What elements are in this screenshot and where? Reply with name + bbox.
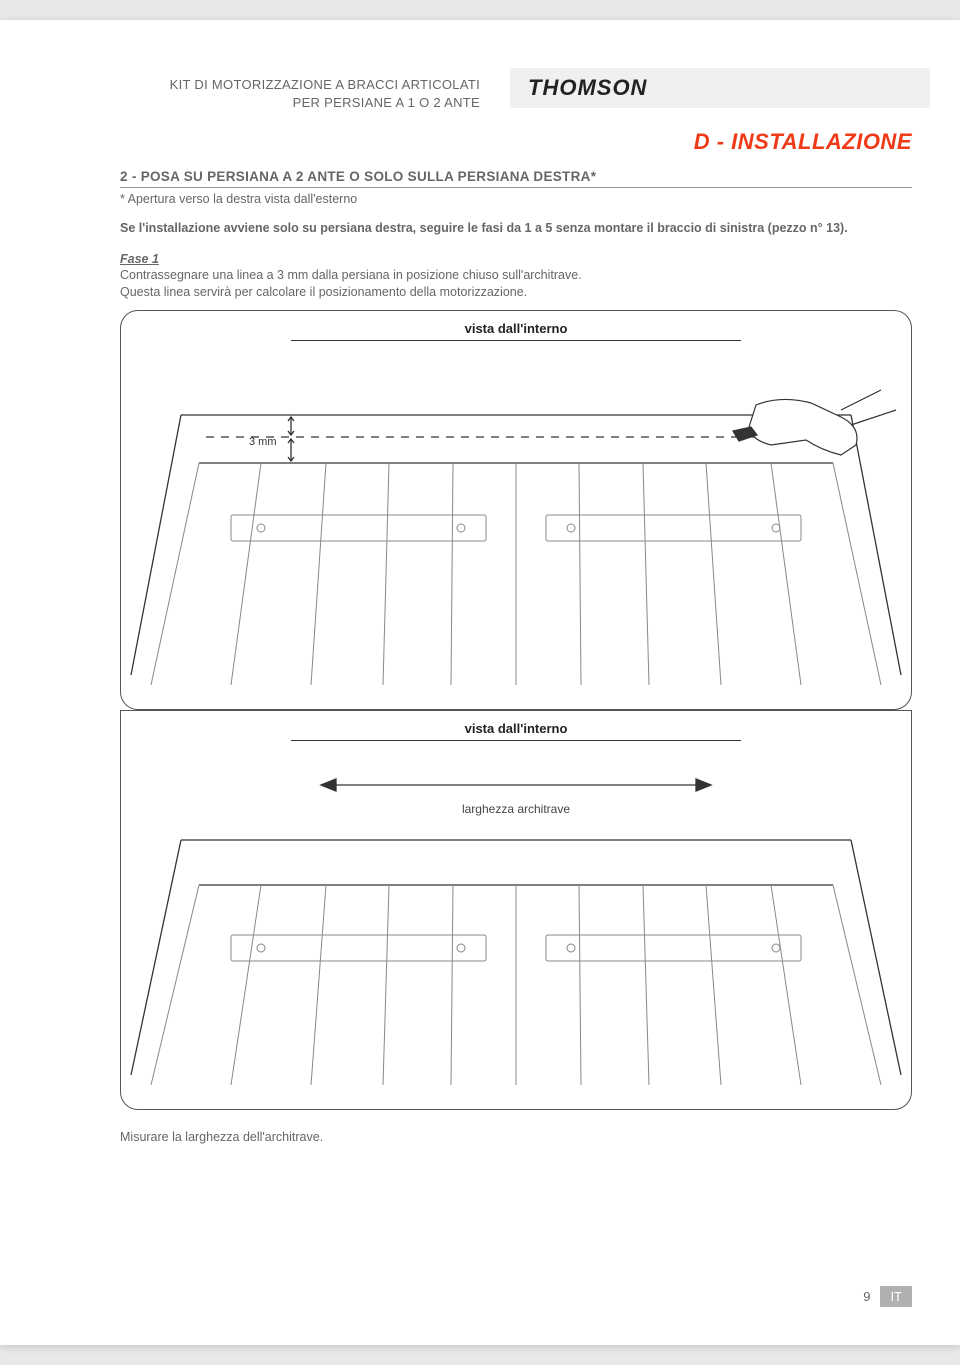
brand-bar: THOMSON — [510, 68, 930, 108]
page-number: 9 — [863, 1289, 870, 1304]
fig2-width-label: larghezza architrave — [462, 802, 570, 816]
fig2-caption: vista dall'interno — [121, 711, 911, 740]
page-footer: 9 IT — [863, 1286, 912, 1307]
content: 2 - POSA SU PERSIANA A 2 ANTE O SOLO SUL… — [0, 169, 960, 1144]
section-title: D - INSTALLAZIONE — [0, 111, 960, 169]
subsection-heading: 2 - POSA SU PERSIANA A 2 ANTE O SOLO SUL… — [120, 169, 912, 188]
fig1-dim-label: 3 mm — [249, 436, 277, 448]
product-line2: PER PERSIANE A 1 O 2 ANTE — [120, 94, 480, 112]
fig1-caption: vista dall'interno — [121, 311, 911, 340]
fig1-divider — [291, 340, 741, 341]
install-note: Se l'installazione avviene solo su persi… — [120, 220, 912, 238]
fig2-divider — [291, 740, 741, 741]
fase-text: Contrassegnare una linea a 3 mm dalla pe… — [120, 267, 912, 302]
bottom-caption: Misurare la larghezza dell'architrave. — [120, 1130, 912, 1144]
fig1-diagram: 3 mm — [121, 355, 911, 685]
figure-1: vista dall'interno — [120, 310, 912, 710]
page: KIT DI MOTORIZZAZIONE A BRACCI ARTICOLAT… — [0, 20, 960, 1345]
figure-2: vista dall'interno larghezza architrave — [120, 710, 912, 1110]
product-line1: KIT DI MOTORIZZAZIONE A BRACCI ARTICOLAT… — [120, 76, 480, 94]
fase-label: Fase 1 — [120, 252, 912, 266]
product-title: KIT DI MOTORIZZAZIONE A BRACCI ARTICOLAT… — [120, 68, 480, 111]
brand-logo: THOMSON — [528, 75, 647, 101]
footnote: * Apertura verso la destra vista dall'es… — [120, 192, 912, 206]
header-row: KIT DI MOTORIZZAZIONE A BRACCI ARTICOLAT… — [0, 20, 960, 111]
lang-badge: IT — [880, 1286, 912, 1307]
fig2-diagram: larghezza architrave — [121, 755, 911, 1085]
